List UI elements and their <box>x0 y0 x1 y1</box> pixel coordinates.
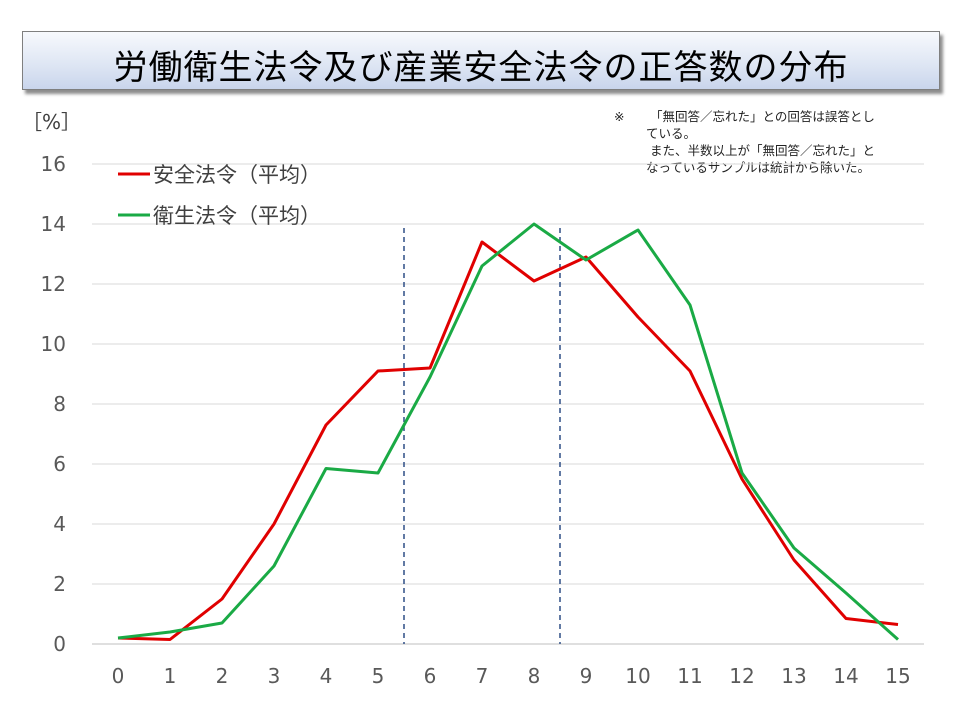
x-tick-label: 15 <box>885 664 910 688</box>
y-tick-label: 12 <box>41 272 66 296</box>
y-tick-label: 2 <box>53 572 66 596</box>
x-tick-label: 7 <box>476 664 489 688</box>
reference-lines <box>403 228 561 644</box>
x-tick-label: 1 <box>164 664 177 688</box>
series-lines <box>117 222 899 641</box>
y-tick-label: 14 <box>41 212 66 236</box>
y-unit-label: ［%］ <box>22 110 81 134</box>
x-tick-label: 9 <box>580 664 593 688</box>
x-tick-label: 13 <box>781 664 806 688</box>
legend-label-1: 衛生法令（平均） <box>153 204 321 228</box>
note-mark: ※ <box>614 109 625 124</box>
legend-label-0: 安全法令（平均） <box>153 163 321 187</box>
x-tick-label: 8 <box>528 664 541 688</box>
y-tick-label: 6 <box>53 452 66 476</box>
y-axis-ticks: 0 2 4 6 8 10 12 14 16 <box>41 152 66 656</box>
y-tick-label: 16 <box>41 152 66 176</box>
y-tick-label: 4 <box>53 512 66 536</box>
page-title: 労働衛生法令及び産業安全法令の正答数の分布 <box>113 48 849 88</box>
x-tick-label: 10 <box>625 664 650 688</box>
x-tick-label: 6 <box>424 664 437 688</box>
x-tick-label: 3 <box>268 664 281 688</box>
series-line-1 <box>117 222 899 641</box>
legend: 安全法令（平均） 衛生法令（平均） <box>118 163 321 228</box>
title-box: 労働衛生法令及び産業安全法令の正答数の分布 <box>22 31 940 90</box>
x-axis-ticks: 0 1 2 3 4 5 6 7 8 9 10 11 12 13 14 15 <box>112 664 911 688</box>
x-tick-label: 2 <box>216 664 229 688</box>
x-tick-label: 0 <box>112 664 125 688</box>
x-tick-label: 4 <box>320 664 333 688</box>
x-tick-label: 11 <box>677 664 702 688</box>
note-line-3: また、半数以上が「無回答／忘れた」と <box>650 143 876 158</box>
y-tick-label: 10 <box>41 332 66 356</box>
series-line-0 <box>117 240 899 641</box>
x-tick-label: 5 <box>372 664 385 688</box>
y-tick-label: 8 <box>53 392 66 416</box>
note-line-2: ている。 <box>646 126 697 141</box>
grid-lines <box>92 163 924 645</box>
y-tick-label: 0 <box>53 632 66 656</box>
note-line-1: 「無回答／忘れた」との回答は誤答とし <box>650 109 875 124</box>
x-tick-label: 14 <box>833 664 858 688</box>
x-tick-label: 12 <box>729 664 754 688</box>
